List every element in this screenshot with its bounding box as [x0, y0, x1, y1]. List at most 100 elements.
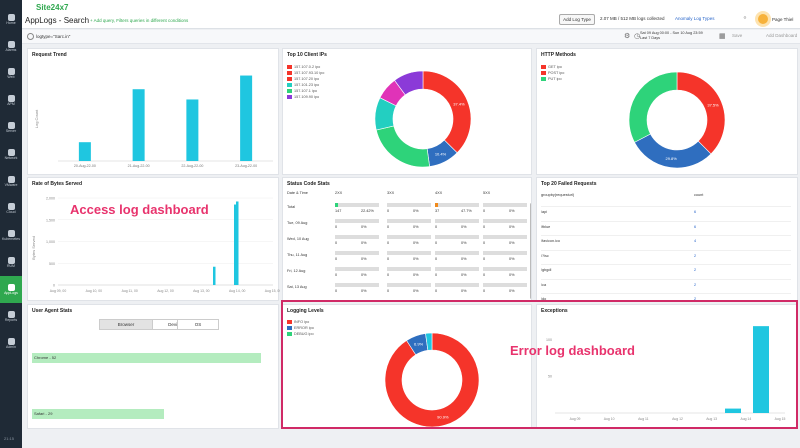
server-icon [7, 121, 15, 129]
request-count[interactable]: 6 [694, 224, 697, 229]
status-count: 0 [483, 257, 486, 261]
bar [186, 99, 199, 161]
column-header[interactable]: 3XX [387, 191, 395, 195]
status-percent: 0% [509, 273, 515, 277]
tab-browser[interactable]: Browser [99, 319, 153, 330]
sidebar-item-vmware[interactable]: VMware [0, 168, 22, 195]
sidebar-item-label: Web [7, 74, 15, 79]
user-name[interactable]: Page Thiel [772, 17, 794, 22]
table-row: Sat, 13 Aug 0 0% 0 0% 0 0% 0 0% [287, 283, 527, 297]
column-header[interactable]: 2XX [335, 191, 343, 195]
status-count: 0 [483, 225, 486, 229]
request-count[interactable]: 2 [694, 282, 697, 287]
legend-item[interactable]: 157.109.90 ipo [287, 94, 324, 100]
x-tick-label: Aug 09 [570, 417, 581, 421]
gear-icon[interactable]: ⚙ [624, 33, 631, 40]
legend-item[interactable]: 157.107.1 ipo [287, 88, 324, 94]
row-date: Wed, 10 Aug [287, 237, 309, 241]
page-title[interactable]: AppLogs - Search [25, 16, 90, 25]
bell-icon[interactable]: ⚬ [742, 15, 748, 22]
failed-requests-table: groupby(requesturl) count/api 6/fblue 6/fav… [541, 191, 795, 301]
add-dashboard-button[interactable]: Add Dashboard [766, 33, 798, 38]
page-subtitle[interactable]: + Add query, Filters queries in differen… [90, 18, 189, 23]
request-count[interactable]: 2 [694, 253, 697, 258]
table-row[interactable]: /?isc 2 [541, 249, 791, 262]
request-count[interactable]: 2 [694, 268, 697, 272]
date-range-picker[interactable]: Sat 09 Aug 00:00 - Sun 10 Aug 23:59 Last… [640, 31, 703, 41]
search-input[interactable] [36, 32, 156, 41]
sidebar-item-network[interactable]: Network [0, 141, 22, 168]
save-button[interactable]: Save [732, 33, 743, 38]
sidebar-item-applogs[interactable]: AppLogs [0, 276, 22, 303]
request-count[interactable]: 6 [694, 210, 697, 214]
y-tick-label: 1,500 [46, 218, 55, 222]
scrollbar[interactable] [530, 203, 531, 299]
slice-label: 29.8% [665, 156, 677, 161]
sidebar-item-reports[interactable]: Reports [0, 303, 22, 330]
legend-label: POST ipo [548, 71, 565, 75]
bell-icon [7, 40, 15, 48]
table-row[interactable]: /gbgdl 2 [541, 264, 791, 276]
row-date: Fri, 12 Aug [287, 269, 306, 273]
top-ips-donut: 37.4% 10.4% [374, 70, 472, 168]
sidebar-item-home[interactable]: Home [0, 6, 22, 33]
sidebar-item-apm[interactable]: APM [0, 87, 22, 114]
legend-label: ERROR ipo [294, 326, 314, 330]
avatar[interactable] [758, 14, 768, 24]
status-count: 0 [335, 289, 338, 293]
column-header[interactable]: groupby(requesturl) [541, 193, 575, 197]
legend-item[interactable]: ERROR ipo [287, 325, 314, 331]
sidebar-item-cloud[interactable]: Cloud [0, 195, 22, 222]
y-tick-label: 50 [548, 375, 552, 379]
column-header[interactable]: 4XX [435, 191, 443, 195]
bar [234, 204, 237, 285]
x-tick-label: Aug 10 [604, 417, 615, 421]
legend-item[interactable]: 157.107.93.10 ipo [287, 70, 324, 76]
legend-item[interactable]: 157.101.23 ipo [287, 82, 324, 88]
legend-item[interactable]: INFO ipo [287, 319, 314, 325]
request-count[interactable]: 2 [694, 297, 697, 301]
status-percent: 22.42% [361, 209, 374, 213]
legend-item[interactable]: PUT ipo [541, 76, 564, 82]
x-tick-label: Aug 15, 00 [265, 289, 280, 293]
sidebar-item-alarms[interactable]: Alarms [0, 33, 22, 60]
table-row[interactable]: /do 2 [541, 293, 791, 301]
date-range-preset: Last 7 Days [640, 36, 661, 40]
status-bar [387, 267, 431, 271]
column-header[interactable]: 5XX [483, 191, 491, 195]
status-bar [435, 235, 479, 239]
tab-os[interactable]: OS [177, 319, 219, 330]
legend-item[interactable]: POST ipo [541, 70, 564, 76]
sidebar-item-web[interactable]: Web [0, 60, 22, 87]
column-header[interactable]: count [694, 193, 704, 197]
table-row[interactable]: /ca 2 [541, 278, 791, 291]
status-percent: 0% [509, 241, 515, 245]
legend-item[interactable]: 157.107.0.2 ipo [287, 64, 324, 70]
legend-item[interactable]: DEBUG ipo [287, 331, 314, 337]
sidebar-item-kubernetes[interactable]: Kubernetes [0, 222, 22, 249]
status-bar [435, 203, 479, 207]
legend-item[interactable]: 157.107.20 ipo [287, 76, 324, 82]
search-icon[interactable] [27, 33, 34, 40]
legend-item[interactable]: GET ipo [541, 64, 564, 70]
bar [753, 326, 769, 413]
table-row[interactable]: /api 6 [541, 206, 791, 218]
sidebar-item-admin[interactable]: Admin [0, 330, 22, 357]
anomaly-log-types-link[interactable]: Anomaly Log Types [675, 16, 715, 21]
table-row[interactable]: /fblue 6 [541, 220, 791, 233]
add-log-type-button[interactable]: Add Log Type [559, 14, 595, 25]
legend-swatch [541, 65, 546, 69]
date-range-value: Sat 09 Aug 00:00 - Sun 10 Aug 23:59 [640, 31, 703, 35]
calendar-icon[interactable]: ▦ [719, 33, 726, 40]
user-agent-panel: User Agent Stats Browser Device OS Chrom… [27, 304, 279, 429]
request-trend-panel: Request Trend Log Count 20-Aug-22-00 21-Au… [27, 48, 279, 175]
sidebar-item-server[interactable]: Server [0, 114, 22, 141]
sidebar-item-rum[interactable]: RUM [0, 249, 22, 276]
table-row[interactable]: /favicon.ico 4 [541, 235, 791, 247]
x-tick-label: Aug 10, 00 [86, 289, 103, 293]
legend-swatch [541, 71, 546, 75]
request-count[interactable]: 4 [694, 239, 697, 243]
clock-icon[interactable]: ◷ [634, 33, 641, 40]
vm-icon [7, 175, 15, 183]
column-header[interactable]: Date & Time [287, 191, 308, 195]
